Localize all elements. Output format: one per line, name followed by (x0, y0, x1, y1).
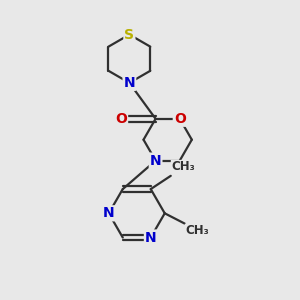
Text: O: O (174, 112, 186, 126)
Text: N: N (103, 206, 115, 220)
Text: N: N (145, 230, 157, 244)
Text: S: S (124, 28, 134, 42)
Text: CH₃: CH₃ (171, 160, 195, 173)
Text: CH₃: CH₃ (185, 224, 209, 237)
Text: N: N (124, 76, 135, 90)
Text: O: O (115, 112, 127, 126)
Text: N: N (150, 154, 161, 168)
